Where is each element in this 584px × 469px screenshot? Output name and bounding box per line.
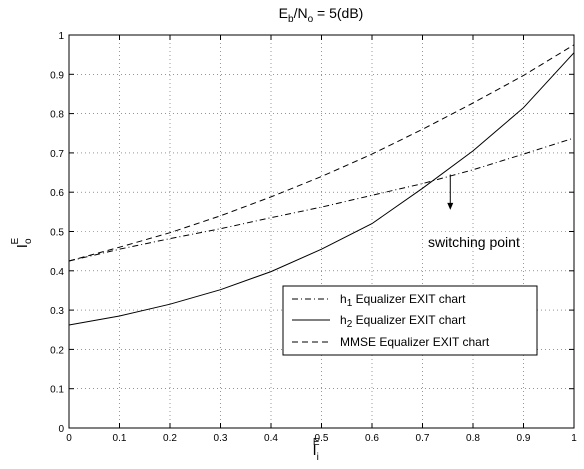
legend-label-h1: h1 Equalizer EXIT chart	[340, 292, 466, 309]
x-tick-label: 0.4	[264, 433, 278, 444]
y-tick-label: 0	[58, 424, 64, 435]
switching-point-arrowhead	[447, 202, 454, 210]
x-tick-label: 0.2	[163, 433, 177, 444]
mmse-series-line	[68, 44, 575, 262]
y-tick-label: 0.5	[50, 228, 64, 239]
y-tick-label: 0.9	[50, 70, 64, 81]
legend-label-mmse: MMSE Equalizer EXIT chart	[340, 335, 490, 349]
y-tick-label: 0.4	[50, 267, 64, 278]
y-tick-label: 0.2	[50, 345, 64, 356]
h1-series-line	[68, 137, 575, 262]
legend-label-h2: h2 Equalizer EXIT chart	[340, 313, 466, 330]
y-tick-label: 0.3	[50, 306, 64, 317]
y-tick-label: 0.1	[50, 385, 64, 396]
x-axis-label: IiE	[312, 437, 319, 463]
x-tick-label: 0.9	[517, 433, 531, 444]
x-tick-label: 0.3	[214, 433, 228, 444]
y-tick-label: 1	[58, 31, 64, 42]
y-tick-label: 0.6	[50, 188, 64, 199]
series-group	[68, 44, 575, 326]
chart-title: Eb/No = 5(dB)	[279, 5, 364, 25]
switching-point-label: switching point	[428, 234, 520, 250]
h2-series-line	[68, 52, 575, 326]
x-tick-label: 0.8	[466, 433, 480, 444]
x-tick-label: 0.1	[113, 433, 127, 444]
y-tick-label: 0.7	[50, 149, 64, 160]
tick-group: 0 0.1 0.2 0.3 0.4 0.5 0.6 0.7 0.8 0.9 1 0 0.1 0.2 0.3 0…	[50, 31, 577, 444]
x-tick-label: 1	[571, 433, 577, 444]
y-axis-label: IoE	[10, 237, 34, 248]
x-tick-label: 0.7	[416, 433, 430, 444]
x-tick-label: 0.6	[365, 433, 379, 444]
x-tick-label: 0	[66, 433, 72, 444]
grid	[69, 35, 574, 428]
y-tick-label: 0.8	[50, 110, 64, 121]
legend: h1 Equalizer EXIT chart h2 Equalizer EXI…	[282, 285, 538, 356]
x-tick-label: 0.5	[315, 433, 329, 444]
